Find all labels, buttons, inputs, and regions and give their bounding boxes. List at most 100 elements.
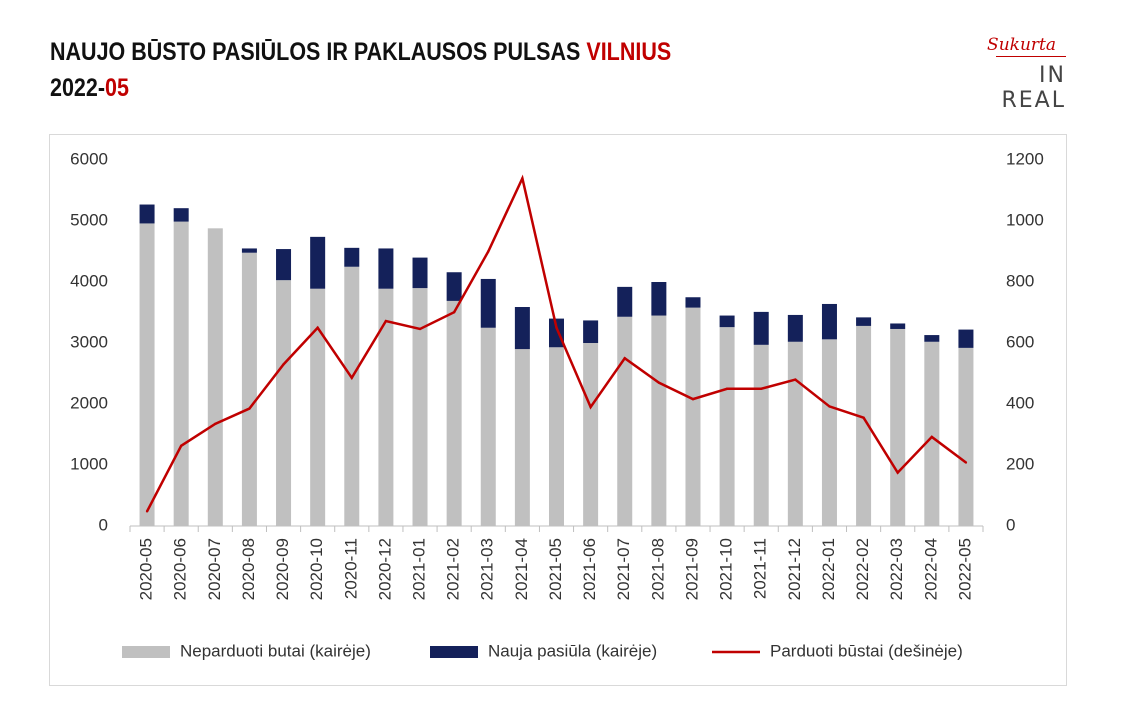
sold-point-2021-12 [794,378,797,381]
bar-new-supply-2021-02 [446,272,462,301]
period-month: 05 [104,74,129,102]
bar-new-supply-2021-01 [412,257,428,289]
x-tick-label: 2021-04 [512,538,531,600]
bar-new-supply-2021-04 [514,307,530,350]
bar-new-supply-2021-09 [685,297,701,308]
sold-point-2022-05 [964,461,968,464]
sold-point-2021-08 [657,381,661,384]
sold-point-2021-03 [487,250,490,253]
legend-swatch-unsold [122,646,170,658]
bar-unsold-2022-04 [924,341,940,526]
line-layer [145,174,968,513]
sold-point-2021-10 [725,387,729,390]
x-tick-label: 2021-11 [751,538,770,599]
bar-unsold-2021-11 [753,344,769,526]
bar-unsold-2021-01 [412,288,428,526]
bar-new-supply-2021-05 [549,318,564,348]
bar-unsold-2022-05 [958,347,974,526]
x-tick-label: 2020-06 [171,538,190,600]
x-tick-label: 2020-08 [239,538,258,600]
left-tick-label: 3000 [70,332,108,351]
bar-new-supply-2022-04 [924,335,940,342]
sold-point-2020-05 [145,510,149,513]
right-tick-label: 600 [1006,332,1034,351]
bar-unsold-2022-03 [890,328,906,526]
sold-point-2022-02 [862,416,865,419]
right-tick-label: 0 [1006,515,1015,534]
bars-layer [139,204,974,527]
title-line-1: NAUJO BŪSTO PASIŪLOS IR PAKLAUSOS PULSAS… [50,34,671,70]
sold-point-2020-12 [384,319,388,323]
bar-unsold-2020-09 [276,280,292,526]
legend: Neparduoti butai (kairėje) Nauja pasiūla … [122,641,963,660]
bar-new-supply-2022-02 [856,317,872,326]
legend-swatch-new-supply [430,646,478,658]
title-main: NAUJO BŪSTO PASIŪLOS IR PAKLAUSOS PULSAS [50,38,587,66]
chart-title: NAUJO BŪSTO PASIŪLOS IR PAKLAUSOS PULSAS… [50,34,671,106]
bar-new-supply-2020-06 [173,208,189,222]
x-tick-label: 2021-06 [580,538,599,600]
x-tick-label: 2021-05 [546,538,565,600]
left-tick-label: 6000 [70,149,108,168]
right-tick-label: 1200 [1006,149,1044,168]
right-tick-label: 1000 [1006,210,1044,229]
bar-new-supply-2020-11 [344,247,360,267]
sold-point-2020-06 [179,444,183,447]
x-tick-label: 2020-09 [273,538,292,600]
x-tick-label: 2020-12 [375,538,394,600]
bar-unsold-2021-10 [719,327,735,526]
logo-rule [996,56,1066,57]
x-tick-label: 2022-05 [955,538,974,600]
bar-new-supply-2022-03 [890,323,906,329]
sold-point-2022-01 [828,405,831,408]
sold-point-2020-07 [214,422,217,426]
bar-unsold-2020-12 [378,288,394,526]
bar-unsold-2020-08 [241,252,257,526]
bar-new-supply-2022-01 [821,303,837,340]
bar-unsold-2020-05 [139,223,155,526]
sold-point-2020-10 [316,326,319,329]
sold-point-2021-05 [555,326,558,329]
bar-new-supply-2021-03 [480,278,496,328]
legend-label-sold: Parduoti būstai (dešinėje) [770,641,963,660]
right-axis-ticks: 0 200 400 600 800 1000 1200 [1006,149,1044,534]
left-tick-label: 2000 [70,393,108,412]
x-tick-label: 2022-04 [921,538,940,600]
x-tick-label: 2021-09 [682,538,701,600]
x-tick-label: 2021-10 [717,538,736,600]
x-tick-label: 2020-05 [137,538,156,600]
bar-new-supply-2020-09 [276,249,292,281]
x-tick-label: 2021-03 [478,538,497,600]
bar-unsold-2021-05 [549,347,564,526]
bar-new-supply-2021-10 [719,315,735,328]
inreal-logo: Sukurta IN REAL [976,35,1066,113]
x-tick-label: 2022-01 [819,538,838,600]
sold-point-2021-01 [418,327,422,331]
bar-unsold-2020-06 [173,221,189,527]
logo-script: Sukurta [987,35,1056,55]
title-city: VILNIUS [586,38,672,66]
sold-point-2022-03 [896,471,899,474]
right-tick-label: 200 [1006,454,1034,473]
chart-panel [49,134,1067,686]
sold-point-2022-04 [930,435,934,439]
bar-unsold-2021-02 [446,300,462,526]
x-tick-label: 2021-01 [410,538,429,600]
bar-unsold-2021-07 [617,316,633,526]
bar-unsold-2021-12 [787,341,803,526]
bar-unsold-2020-10 [310,288,326,526]
bar-new-supply-2021-06 [583,320,599,343]
x-tick-label: 2021-07 [614,538,633,600]
sold-point-2020-08 [248,407,251,410]
left-axis-ticks: 0 1000 2000 3000 4000 5000 6000 [70,149,108,534]
bar-new-supply-2021-07 [617,286,633,317]
bar-new-supply-2021-12 [787,314,803,342]
bar-new-supply-2020-12 [378,248,394,289]
logo-brand: IN REAL [1001,63,1066,113]
bar-new-supply-2020-10 [310,236,326,289]
legend-label-new-supply: Nauja pasiūla (kairėje) [488,641,657,660]
x-tick-label: 2021-02 [444,538,463,600]
bar-unsold-2021-06 [583,343,599,526]
x-tick-label: 2021-12 [785,538,804,600]
